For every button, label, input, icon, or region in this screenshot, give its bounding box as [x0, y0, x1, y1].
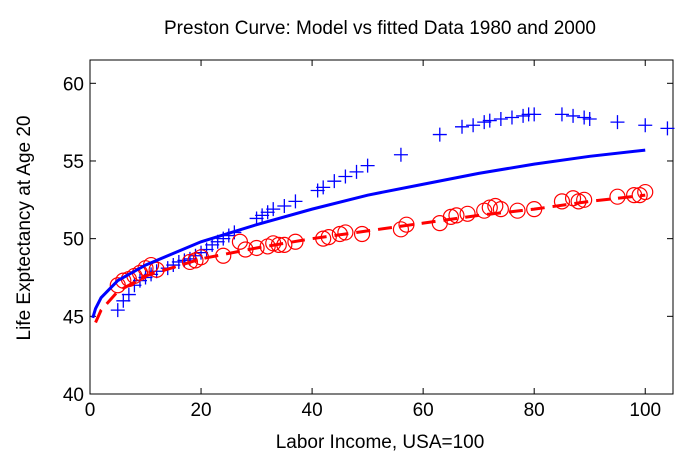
plus-marker [493, 112, 508, 127]
circle-marker [287, 233, 304, 250]
circle-marker [398, 216, 415, 233]
plus-marker [310, 183, 325, 198]
plus-marker [554, 107, 569, 122]
circle-marker [576, 191, 593, 208]
plus-marker [349, 164, 364, 179]
plus-marker [360, 158, 375, 173]
circle-marker [353, 225, 371, 243]
x-tick-label: 0 [85, 400, 96, 421]
plus-marker [455, 119, 470, 134]
circle-marker [492, 201, 509, 218]
plus-marker [393, 147, 408, 162]
circle-marker [431, 215, 448, 232]
plot-frame [89, 59, 674, 395]
plus-marker [116, 293, 131, 308]
fit-line [94, 193, 646, 324]
x-tick-label: 60 [413, 400, 434, 421]
y-tick-label: 50 [63, 230, 84, 251]
plus-marker [638, 118, 653, 133]
y-tick-label: 45 [63, 307, 84, 328]
plus-marker [566, 108, 581, 123]
plus-marker [582, 112, 597, 127]
circle-marker [448, 207, 465, 224]
circle-marker [392, 221, 410, 238]
circle-marker [181, 253, 199, 271]
plus-marker [171, 254, 186, 269]
circle-marker [637, 183, 654, 201]
circle-marker [337, 224, 354, 241]
plus-marker [610, 115, 625, 130]
x-tick-label: 40 [302, 400, 323, 421]
plus-marker [205, 237, 220, 252]
plus-marker [121, 287, 136, 302]
circle-marker [553, 193, 571, 210]
plus-marker [110, 303, 125, 318]
plus-marker [288, 194, 303, 209]
y-axis-label: Life Exptectancy at Age 20 [14, 116, 35, 341]
plus-marker [266, 202, 281, 217]
plus-marker [316, 180, 331, 195]
plus-marker [482, 113, 497, 128]
y-tick-label: 60 [63, 74, 84, 95]
plus-marker [260, 205, 275, 220]
y-tick-label: 55 [63, 152, 84, 173]
plus-marker [577, 110, 592, 125]
plus-marker [516, 108, 531, 123]
fit-line [91, 148, 646, 319]
plus-marker [466, 118, 481, 133]
circle-marker [459, 205, 476, 222]
plus-marker [432, 127, 447, 142]
chart-title: Preston Curve: Model vs fitted Data 1980… [164, 18, 596, 39]
x-axis-label: Labor Income, USA=100 [276, 432, 485, 453]
plus-marker [527, 107, 542, 122]
plus-marker [327, 174, 342, 189]
plus-marker [255, 208, 270, 223]
plus-marker [338, 169, 353, 184]
plus-marker [477, 115, 492, 130]
x-tick-label: 100 [629, 400, 661, 421]
y-tick-label: 40 [63, 385, 84, 406]
plus-marker [660, 121, 675, 136]
x-tick-label: 80 [524, 400, 545, 421]
plus-marker [166, 258, 181, 273]
plus-marker [504, 110, 519, 125]
circle-marker [442, 208, 460, 226]
x-tick-label: 20 [190, 400, 211, 421]
plus-marker [277, 199, 292, 214]
